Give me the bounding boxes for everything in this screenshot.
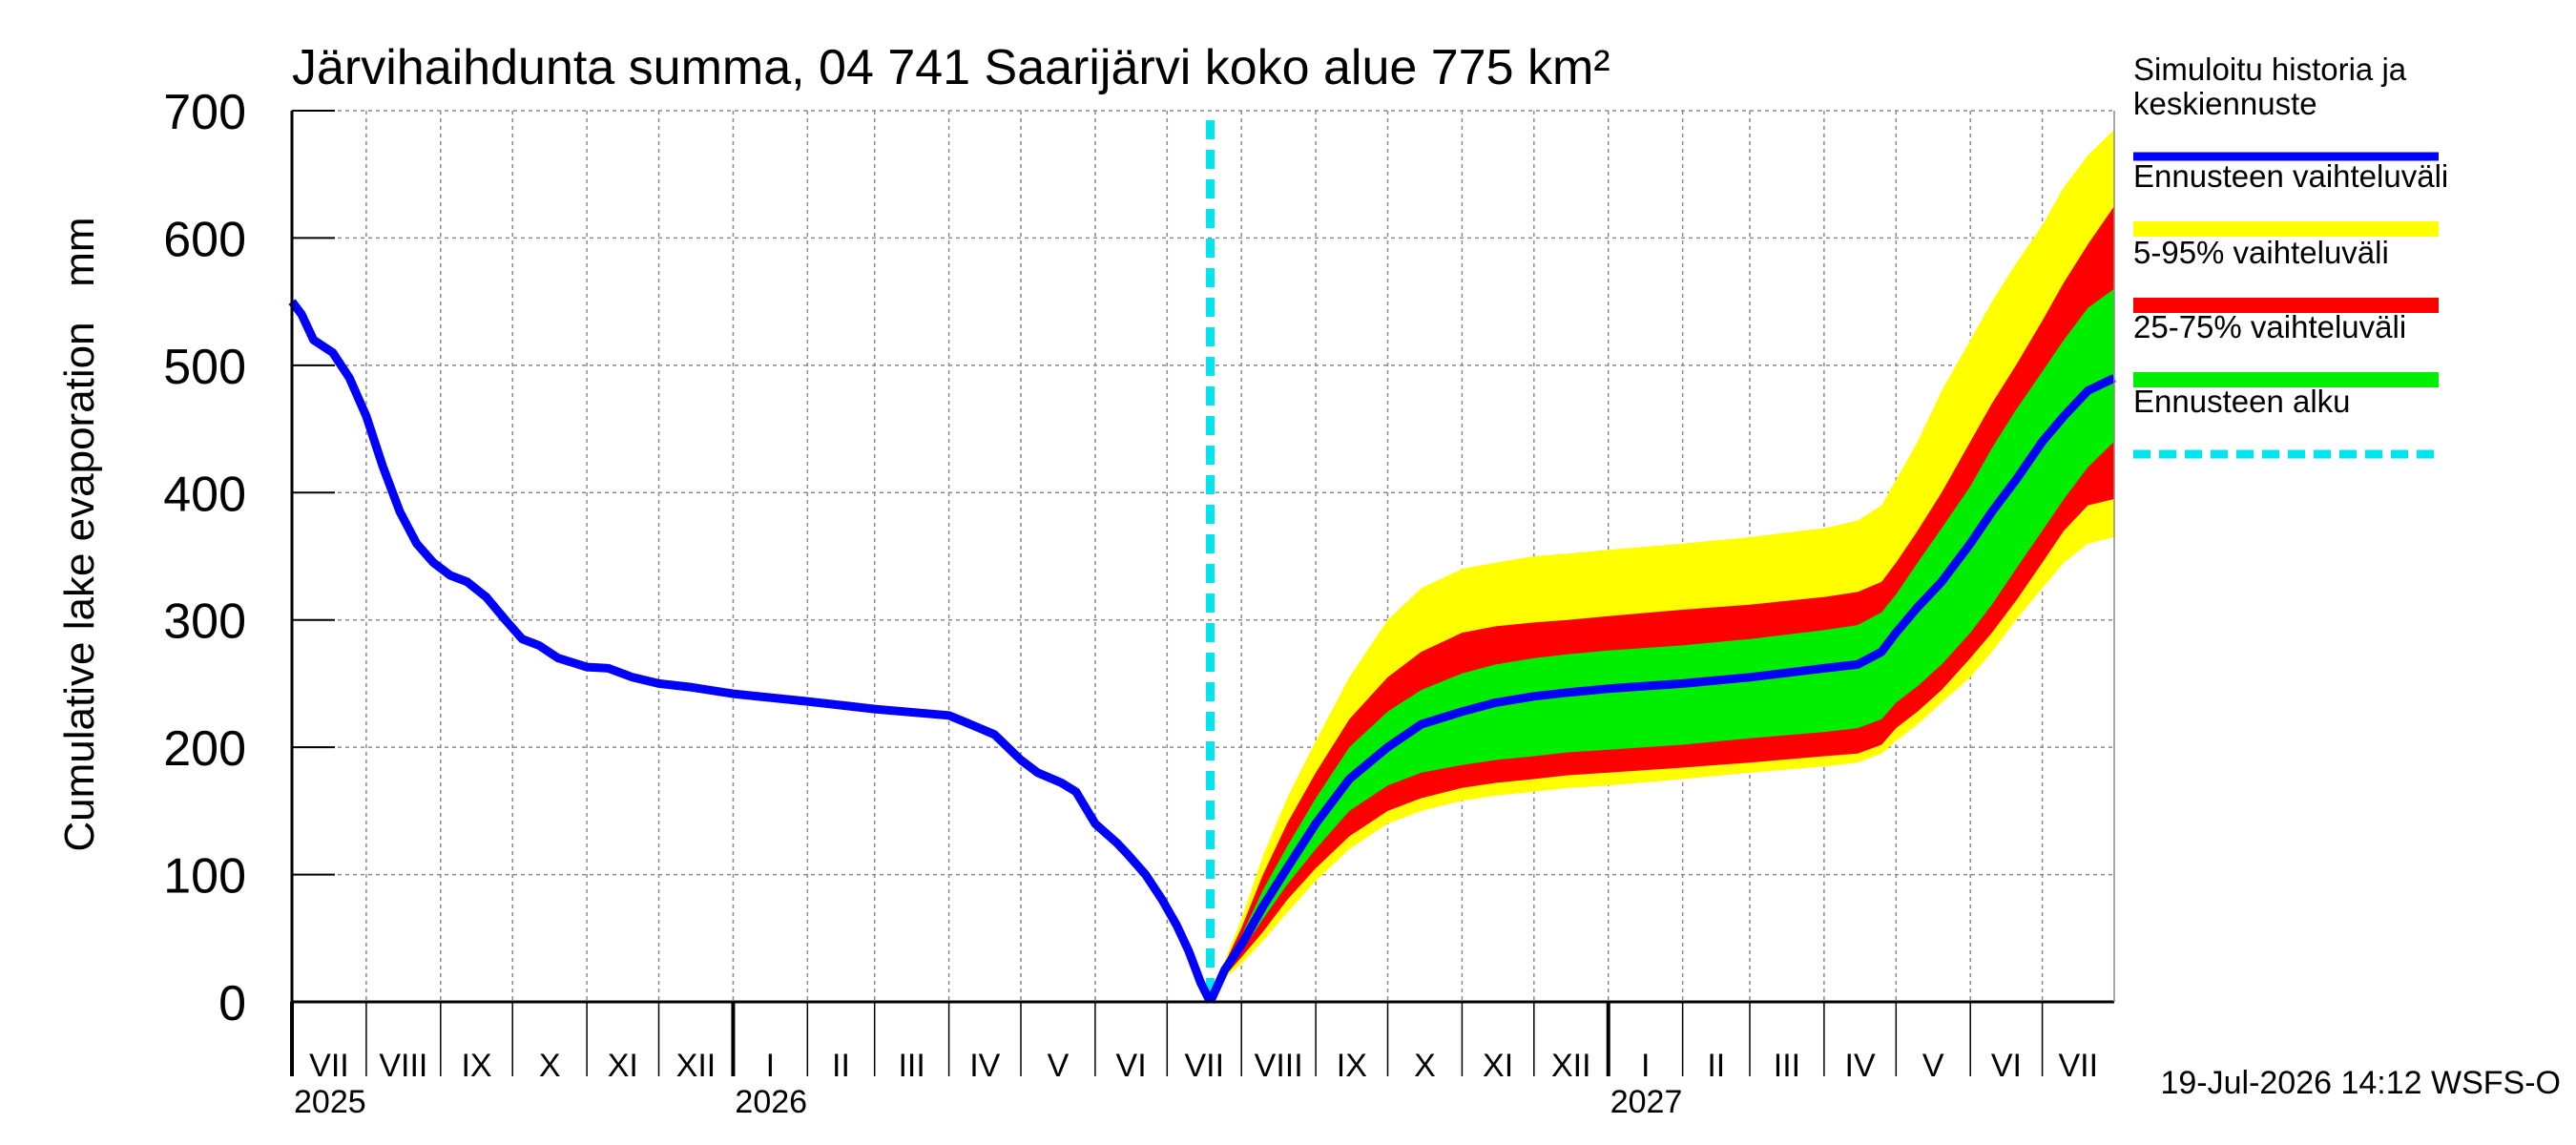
month-label: I <box>1641 1048 1650 1084</box>
history-line <box>288 299 1215 1005</box>
legend-swatch <box>2133 221 2439 237</box>
y-tick-label: 100 <box>163 849 246 905</box>
month-label: III <box>898 1048 924 1084</box>
month-label: X <box>539 1048 561 1084</box>
y-tick-labels: 0 100 200 300 400 500 600 700 <box>163 85 246 1031</box>
month-label: II <box>832 1048 850 1084</box>
x-tick-labels: VII VIII IX X XI XII I II III IV V VI VII VIII IX X XI XI… <box>294 1048 2098 1120</box>
month-label: VIII <box>379 1048 427 1084</box>
month-label: VII <box>2059 1048 2099 1084</box>
month-label: XII <box>1551 1048 1591 1084</box>
legend-label: Ennusteen vaihteluväli <box>2133 158 2448 194</box>
year-label: 2026 <box>735 1084 807 1120</box>
month-label: I <box>766 1048 775 1084</box>
legend-label: Ennusteen alku <box>2133 384 2351 419</box>
forecast-bands <box>1210 130 2114 1003</box>
band-25-75 <box>1210 288 2114 1002</box>
legend-label: 5-95% vaihteluväli <box>2133 235 2389 270</box>
median-forecast-line <box>1206 374 2116 1004</box>
month-label: X <box>1414 1048 1436 1084</box>
month-label: VII <box>1184 1048 1224 1084</box>
year-label: 2025 <box>294 1084 366 1120</box>
month-label: VI <box>1991 1048 2022 1084</box>
legend-label: Simuloitu historia ja <box>2133 52 2407 87</box>
y-tick-label: 0 <box>218 976 246 1031</box>
chart-title: Järvihaihdunta summa, 04 741 Saarijärvi … <box>292 40 1610 95</box>
month-label: IV <box>969 1048 1000 1084</box>
month-label: V <box>1922 1048 1944 1084</box>
legend-label: 25-75% vaihteluväli <box>2133 309 2406 344</box>
month-label: VII <box>309 1048 349 1084</box>
y-tick-label: 600 <box>163 212 246 267</box>
month-label: IV <box>1845 1048 1876 1084</box>
y-tick-label: 400 <box>163 467 246 522</box>
month-label: XI <box>608 1048 638 1084</box>
month-label: XI <box>1483 1048 1513 1084</box>
month-label: II <box>1707 1048 1725 1084</box>
month-label: IX <box>1337 1048 1367 1084</box>
y-axis-label: Cumulative lake evaporation mm <box>56 217 103 851</box>
y-tick-label: 500 <box>163 340 246 395</box>
month-label: XII <box>676 1048 717 1084</box>
y-tick-label: 300 <box>163 594 246 650</box>
month-label: VIII <box>1255 1048 1303 1084</box>
legend-swatch <box>2133 372 2439 387</box>
series-lines <box>288 120 2116 1005</box>
footer-timestamp: 19-Jul-2026 14:12 WSFS-O <box>2160 1065 2561 1101</box>
y-tick-label: 200 <box>163 721 246 777</box>
axes <box>290 110 2115 1076</box>
year-label: 2027 <box>1610 1084 1683 1120</box>
legend-label: keskiennuste <box>2133 86 2317 121</box>
month-label: III <box>1774 1048 1800 1084</box>
month-label: V <box>1048 1048 1070 1084</box>
legend-swatch <box>2133 298 2439 313</box>
month-label: IX <box>461 1048 491 1084</box>
y-tick-label: 700 <box>163 85 246 140</box>
month-label: VI <box>1116 1048 1147 1084</box>
